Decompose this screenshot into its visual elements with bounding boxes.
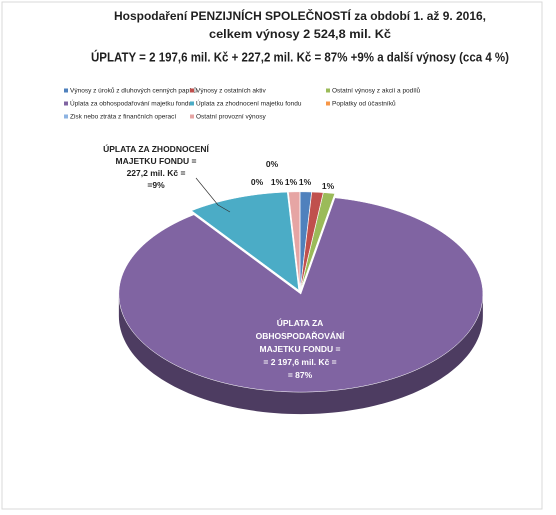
data-label: ÚPLATA ZA ZHODNOCENÍ MAJETKU FONDU = 227,2…	[103, 143, 209, 190]
legend-label: Ostatní provozní výnosy	[196, 114, 266, 121]
data-label: 1%	[322, 181, 335, 191]
legend-swatch	[326, 88, 330, 93]
chart-title: ÚPLATY = 2 197,6 mil. Kč + 227,2 mil. Kč…	[91, 49, 509, 64]
data-label-line: 1%	[285, 177, 298, 187]
data-label-line: = 2 197,6 mil. Kč =	[263, 357, 336, 367]
data-label-line: 0%	[251, 177, 264, 187]
data-label-line: 1%	[299, 177, 312, 187]
legend-swatch	[64, 101, 68, 106]
data-label-line: ÚPLATA ZA	[277, 317, 324, 328]
pie-slice	[191, 191, 299, 291]
legend-swatch	[326, 101, 330, 106]
chart-title: Hospodaření PENZIJNÍCH SPOLEČNOSTÍ za ob…	[114, 8, 486, 23]
legend-swatch	[64, 88, 68, 93]
pie-slice	[288, 191, 301, 290]
leader-line	[195, 177, 231, 213]
data-label-line: 1%	[322, 181, 335, 191]
legend-label: Poplatky od účastníků	[332, 100, 396, 108]
data-label-line: MAJETKU FONDU =	[116, 156, 197, 166]
data-label: 0%	[251, 177, 264, 187]
legend-swatch	[190, 114, 194, 119]
data-label: 1%	[271, 177, 284, 187]
chart-title: celkem výnosy 2 524,8 mil. Kč	[209, 27, 391, 41]
pie-slice	[118, 197, 484, 393]
legend-label: Úplata za obhospodařování majetku fondu	[70, 99, 193, 108]
legend-label: Ostatní výnosy z akcií a podílů	[332, 87, 421, 95]
data-label-line: ÚPLATA ZA ZHODNOCENÍ	[103, 143, 209, 154]
legend-label: Zisk nebo ztráta z finančních operací	[70, 114, 176, 121]
legend-label: Úplata za zhodnocení majetku fondu	[196, 99, 302, 108]
data-label-line: =9%	[147, 180, 165, 190]
legend-swatch	[190, 101, 194, 106]
data-label-line: 0%	[266, 159, 279, 169]
legend-label: Výnosy z ostatních aktiv	[196, 88, 266, 95]
data-label-line: MAJETKU FONDU =	[260, 344, 341, 354]
data-label-line: 1%	[271, 177, 284, 187]
data-label: 1%	[299, 177, 312, 187]
data-label-line: 227,2 mil. Kč =	[127, 168, 186, 178]
legend-swatch	[190, 88, 194, 93]
legend-label: Výnosy z úroků z dluhových cenných papír…	[70, 87, 197, 95]
data-label-line: = 87%	[288, 370, 313, 380]
legend-swatch	[64, 114, 68, 119]
data-label: 1%	[285, 177, 298, 187]
pie-slice	[300, 192, 336, 290]
data-label: 0%	[266, 159, 279, 169]
data-label-line: OBHOSPODAŘOVÁNÍ	[256, 330, 345, 341]
pie-side	[118, 294, 483, 415]
data-label: ÚPLATA ZA OBHOSPODAŘOVÁNÍ MAJETKU FONDU = =…	[256, 317, 345, 380]
